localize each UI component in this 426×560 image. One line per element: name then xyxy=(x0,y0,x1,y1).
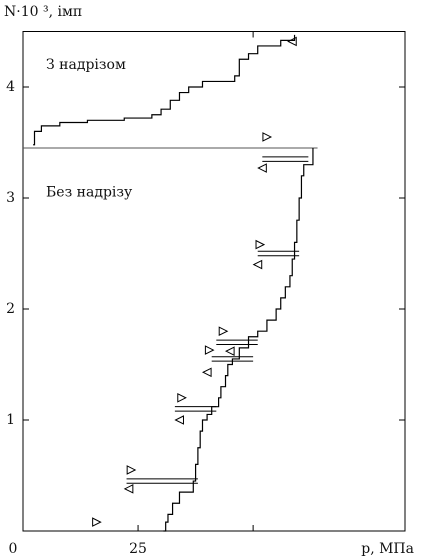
x-axis-label: p, МПа xyxy=(361,541,414,557)
triangle-marker xyxy=(123,484,134,494)
y-tick-label: 1 xyxy=(6,412,15,428)
triangle-marker xyxy=(287,36,297,47)
triangle-marker xyxy=(92,517,102,527)
annotation: Без надрізу xyxy=(46,184,133,200)
triangle-marker xyxy=(262,132,273,142)
triangle-marker xyxy=(174,415,184,425)
triangle-marker xyxy=(218,326,229,337)
triangle-marker xyxy=(255,239,266,250)
step-line xyxy=(33,34,296,146)
triangle-marker xyxy=(201,367,212,378)
triangle-marker xyxy=(224,346,235,356)
y-axis-label: N·10 ³, імп xyxy=(4,4,82,20)
triangle-marker xyxy=(204,345,215,355)
x-tick-label: 25 xyxy=(129,541,147,557)
annotation: З надрізом xyxy=(46,57,126,73)
y-tick-label: 4 xyxy=(6,79,15,95)
y-tick-label: 3 xyxy=(6,190,15,206)
y-tick-label: 2 xyxy=(6,301,15,317)
triangle-marker xyxy=(257,163,267,173)
triangle-marker xyxy=(126,465,137,475)
x-tick-label: 0 xyxy=(9,541,18,557)
step-line xyxy=(163,148,314,532)
triangle-marker xyxy=(252,259,263,270)
triangle-marker xyxy=(177,392,187,403)
plot-frame xyxy=(22,31,406,532)
